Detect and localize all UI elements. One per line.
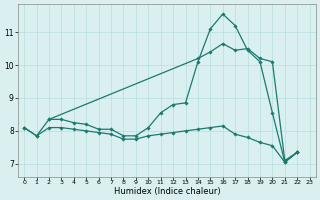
- X-axis label: Humidex (Indice chaleur): Humidex (Indice chaleur): [114, 187, 220, 196]
